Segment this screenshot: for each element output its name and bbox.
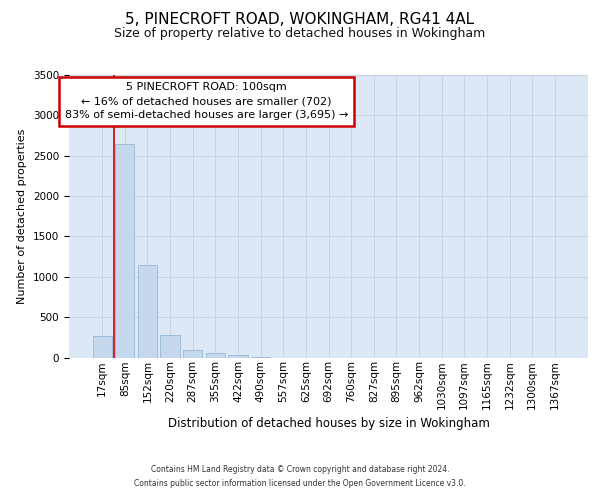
Bar [92,336,112,357]
Bar [115,144,134,358]
Text: 5, PINECROFT ROAD, WOKINGHAM, RG41 4AL: 5, PINECROFT ROAD, WOKINGHAM, RG41 4AL [125,12,475,28]
Text: Size of property relative to detached houses in Wokingham: Size of property relative to detached ho… [115,28,485,40]
Bar [138,266,157,358]
Bar [206,353,225,358]
Bar [183,350,202,358]
Bar [160,335,180,357]
Text: 5 PINECROFT ROAD: 100sqm
← 16% of detached houses are smaller (702)
83% of semi-: 5 PINECROFT ROAD: 100sqm ← 16% of detach… [65,82,348,120]
Bar [229,354,248,358]
Text: Contains HM Land Registry data © Crown copyright and database right 2024.
Contai: Contains HM Land Registry data © Crown c… [134,466,466,487]
Y-axis label: Number of detached properties: Number of detached properties [17,128,28,304]
X-axis label: Distribution of detached houses by size in Wokingham: Distribution of detached houses by size … [167,418,490,430]
